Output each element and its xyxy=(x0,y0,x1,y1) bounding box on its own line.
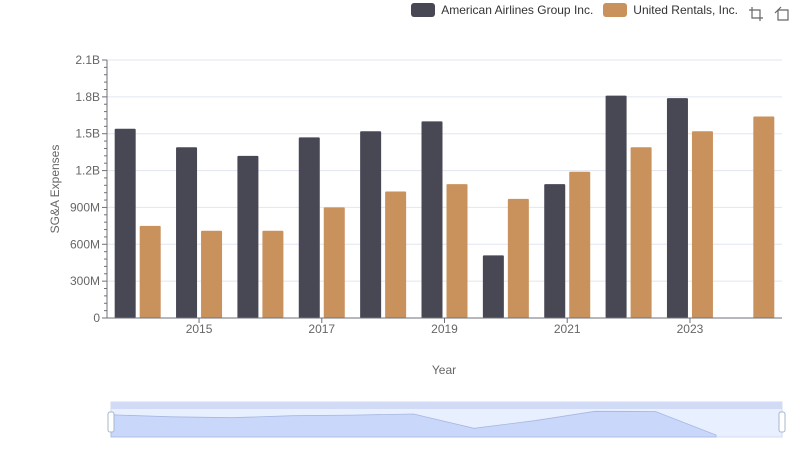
bar-united-rentals-2016[interactable] xyxy=(262,230,284,318)
y-tick-label: 1.8B xyxy=(75,90,100,104)
bar-american-airlines-2018[interactable] xyxy=(360,131,382,318)
slider-handle-left[interactable] xyxy=(107,411,115,433)
bar-united-rentals-2019[interactable] xyxy=(446,184,468,318)
bar-american-airlines-2016[interactable] xyxy=(237,155,259,318)
x-tick-label: 2015 xyxy=(186,322,213,336)
restore-icon[interactable] xyxy=(774,6,790,22)
y-tick-label: 900M xyxy=(70,200,100,214)
y-tick-label: 600M xyxy=(70,237,100,251)
bar-united-rentals-2020[interactable] xyxy=(507,198,529,318)
legend-item-american-airlines[interactable]: American Airlines Group Inc. xyxy=(411,3,593,17)
y-tick-label: 1.2B xyxy=(75,164,100,178)
legend: American Airlines Group Inc. United Rent… xyxy=(411,3,738,17)
zoom-icon[interactable] xyxy=(748,6,764,22)
bar-united-rentals-2022[interactable] xyxy=(630,147,652,318)
x-tick-label: 2019 xyxy=(431,322,458,336)
slider-preview-area xyxy=(110,410,717,438)
legend-label-united-rentals: United Rentals, Inc. xyxy=(633,3,738,17)
bar-american-airlines-2014[interactable] xyxy=(114,128,136,318)
x-tick-label: 2021 xyxy=(554,322,581,336)
bar-united-rentals-2017[interactable] xyxy=(323,207,345,318)
bar-united-rentals-2015[interactable] xyxy=(201,230,223,318)
bar-united-rentals-2018[interactable] xyxy=(385,191,407,318)
data-zoom-slider[interactable] xyxy=(107,401,786,438)
slider-top-bar[interactable] xyxy=(111,402,782,409)
bar-american-airlines-2022[interactable] xyxy=(605,95,627,318)
legend-label-american-airlines: American Airlines Group Inc. xyxy=(441,3,594,17)
bar-american-airlines-2020[interactable] xyxy=(482,255,504,318)
bar-american-airlines-2015[interactable] xyxy=(176,147,198,318)
y-tick-label: 2.1B xyxy=(75,53,100,67)
slider-handle-right[interactable] xyxy=(778,411,786,433)
x-axis: 2015 2017 2019 2021 2023 xyxy=(107,317,782,336)
bar-united-rentals-2014[interactable] xyxy=(139,225,161,318)
y-axis: 0 300M 600M 900M 1.2B 1.5B 1.8B 2.1B xyxy=(70,53,108,325)
bar-american-airlines-2017[interactable] xyxy=(298,137,320,318)
x-tick-label: 2017 xyxy=(308,322,335,336)
bar-united-rentals-2023[interactable] xyxy=(691,131,713,318)
legend-item-united-rentals[interactable]: United Rentals, Inc. xyxy=(603,3,738,17)
legend-swatch-american-airlines xyxy=(411,3,436,17)
bar-united-rentals-2021[interactable] xyxy=(569,171,591,318)
y-tick-label: 0 xyxy=(93,311,100,325)
bar-american-airlines-2021[interactable] xyxy=(544,184,566,318)
bar-american-airlines-2023[interactable] xyxy=(666,98,688,318)
y-axis-label: SG&A Expenses xyxy=(48,145,62,234)
bar-american-airlines-2019[interactable] xyxy=(421,121,443,318)
legend-swatch-united-rentals xyxy=(603,3,628,17)
bar-united-rentals-2024[interactable] xyxy=(753,116,775,318)
x-tick-label: 2023 xyxy=(677,322,704,336)
x-axis-label: Year xyxy=(432,363,456,377)
bars xyxy=(114,95,775,318)
y-tick-label: 1.5B xyxy=(75,127,100,141)
y-tick-label: 300M xyxy=(70,274,100,288)
toolbar xyxy=(748,6,790,22)
